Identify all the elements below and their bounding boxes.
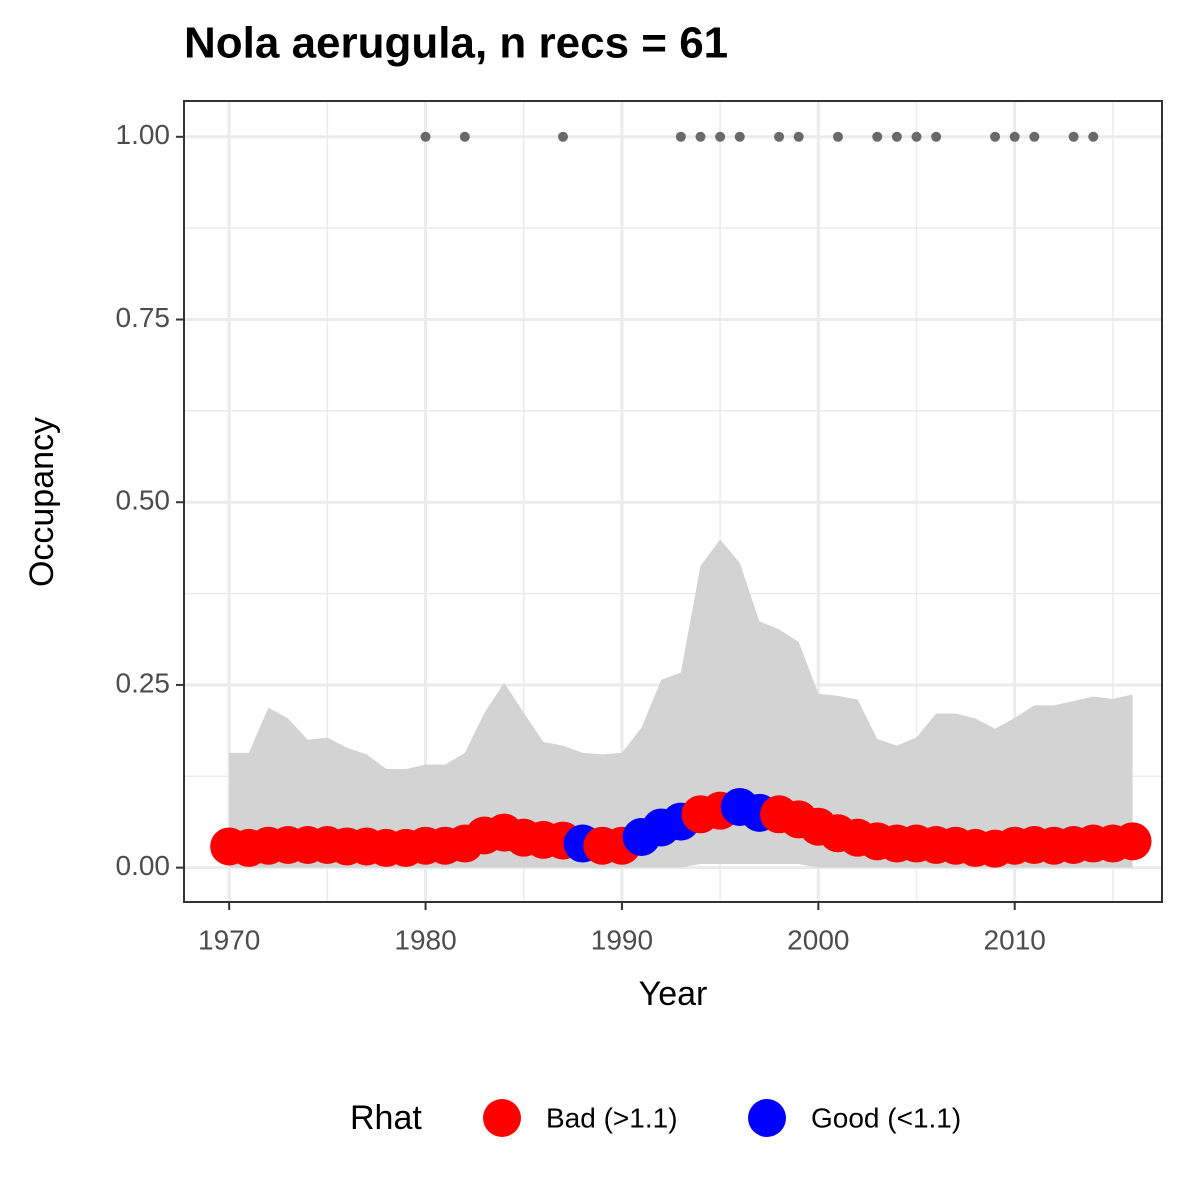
record-point xyxy=(1009,131,1020,142)
chart-title: Nola aerugula, n recs = 61 xyxy=(184,19,728,68)
x-axis-title: Year xyxy=(639,975,708,1013)
record-point xyxy=(1068,131,1079,142)
record-point xyxy=(1088,131,1099,142)
y-axis-title: Occupancy xyxy=(23,417,61,587)
y-tick-label: 0.75 xyxy=(116,302,171,333)
record-point xyxy=(1029,131,1040,142)
record-point xyxy=(675,131,686,142)
y-tick-label: 1.00 xyxy=(116,119,171,150)
record-point xyxy=(715,131,726,142)
record-point xyxy=(931,131,942,142)
legend-key xyxy=(483,1099,521,1137)
y-tick-label: 0.50 xyxy=(116,485,171,516)
point xyxy=(1113,822,1152,861)
record-point xyxy=(872,131,883,142)
record-point xyxy=(774,131,785,142)
x-tick-label: 1980 xyxy=(394,924,456,955)
y-tick-label: 0.25 xyxy=(116,667,171,698)
x-tick-label: 2000 xyxy=(787,924,849,955)
ribbon xyxy=(229,539,1133,868)
legend-key xyxy=(748,1099,786,1137)
record-point xyxy=(734,131,745,142)
x-tick-label: 1970 xyxy=(198,924,260,955)
record-point xyxy=(420,131,431,142)
record-point xyxy=(695,131,706,142)
legend-title: Rhat xyxy=(350,1099,422,1137)
record-point xyxy=(990,131,1001,142)
record-point xyxy=(832,131,843,142)
x-tick-label: 1990 xyxy=(591,924,653,955)
panel-border xyxy=(183,100,1163,903)
legend-label: Bad (>1.1) xyxy=(546,1102,678,1133)
record-point xyxy=(558,131,569,142)
record-point xyxy=(911,131,922,142)
record-point xyxy=(891,131,902,142)
x-tick-label: 2010 xyxy=(984,924,1046,955)
record-point xyxy=(793,131,804,142)
legend-label: Good (<1.1) xyxy=(811,1102,961,1133)
y-tick-label: 0.00 xyxy=(116,850,171,881)
record-point xyxy=(459,131,470,142)
